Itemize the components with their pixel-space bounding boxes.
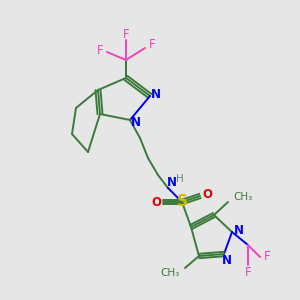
Text: F: F (245, 266, 251, 280)
Text: S: S (176, 194, 188, 209)
Text: CH₃: CH₃ (161, 268, 180, 278)
Text: CH₃: CH₃ (233, 192, 252, 202)
Text: N: N (222, 254, 232, 268)
Text: F: F (149, 38, 155, 50)
Text: O: O (151, 196, 161, 209)
Text: N: N (234, 224, 244, 236)
Text: N: N (167, 176, 177, 190)
Text: N: N (151, 88, 161, 101)
Text: H: H (176, 174, 184, 184)
Text: N: N (131, 116, 141, 130)
Text: F: F (264, 250, 270, 263)
Text: F: F (97, 44, 103, 56)
Text: O: O (202, 188, 212, 200)
Text: F: F (123, 28, 129, 40)
